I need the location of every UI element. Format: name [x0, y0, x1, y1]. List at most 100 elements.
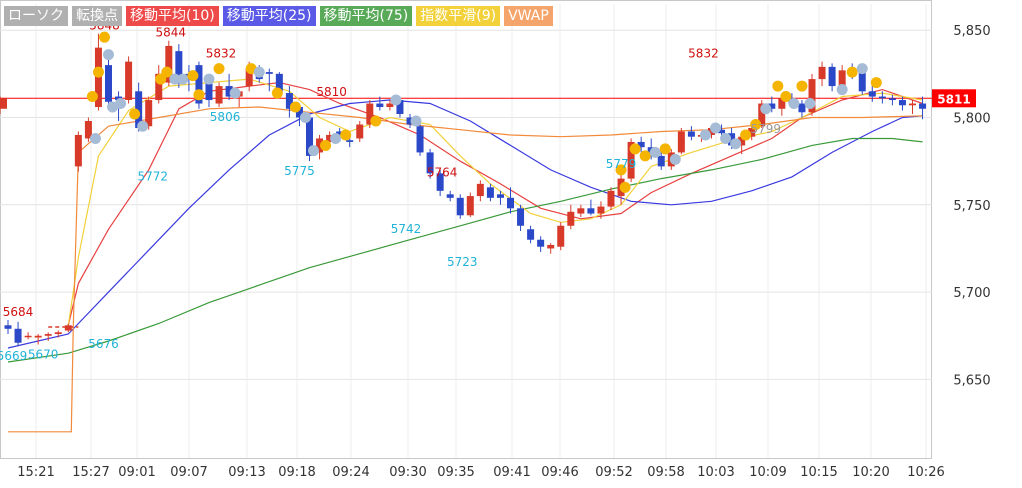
- candle-body: [24, 335, 32, 338]
- candle-body: [919, 103, 927, 109]
- candle-body: [898, 100, 906, 106]
- pivot-marker: [740, 129, 752, 141]
- price-annotation: 5742: [391, 222, 422, 236]
- pivot-marker: [730, 138, 742, 150]
- candle-body: [677, 131, 685, 153]
- pivot-marker: [370, 115, 382, 127]
- x-tick-label: 10:15: [800, 465, 837, 480]
- candle-body: [195, 65, 203, 104]
- candle-body: [436, 173, 444, 191]
- candle-body: [74, 134, 82, 167]
- x-tick-label: 09:52: [595, 465, 632, 480]
- candle-body: [4, 325, 12, 329]
- pivot-marker: [86, 91, 98, 103]
- candle-body: [748, 127, 756, 137]
- pivot-marker: [390, 94, 402, 106]
- chart-legend: ローソク 転換点 移動平均(10) 移動平均(25) 移動平均(75) 指数平滑(9) VW…: [4, 6, 553, 26]
- candle-body: [366, 103, 374, 125]
- pivot-marker: [856, 63, 868, 75]
- pivot-marker: [187, 70, 199, 82]
- candle-body: [687, 131, 695, 137]
- price-annotation: 5832: [206, 47, 237, 61]
- x-tick-label: 09:24: [332, 465, 369, 480]
- candle-body: [295, 107, 303, 118]
- candle-body: [888, 98, 896, 101]
- candle-body: [627, 141, 635, 179]
- pivot-marker: [177, 73, 189, 85]
- pivot-marker: [846, 66, 858, 78]
- y-tick-label: 5,650: [953, 373, 990, 388]
- candle-body: [476, 183, 484, 197]
- candle-body: [868, 91, 876, 97]
- current-price-label: 5811: [937, 92, 970, 106]
- candle-body: [496, 194, 504, 198]
- pivot-marker: [115, 98, 127, 110]
- series-line: [7, 99, 923, 349]
- pivot-marker: [659, 143, 671, 155]
- legend-item[interactable]: 移動平均(75): [319, 6, 413, 26]
- candle-body: [818, 66, 826, 80]
- legend-item[interactable]: 転換点: [72, 6, 122, 26]
- legend-item[interactable]: 移動平均(25): [222, 6, 316, 26]
- x-tick-label: 09:35: [437, 465, 474, 480]
- pivot-marker: [870, 77, 882, 89]
- price-annotation: 5799: [750, 122, 781, 136]
- pivot-marker: [780, 91, 792, 103]
- candle-body: [64, 325, 72, 331]
- pivot-marker: [308, 145, 320, 157]
- pivot-marker: [193, 89, 205, 101]
- x-tick-label: 10:09: [749, 465, 786, 480]
- price-annotation: 5844: [156, 26, 187, 40]
- pivot-marker: [320, 139, 332, 151]
- candle-body: [316, 138, 324, 153]
- candle-body: [507, 197, 514, 209]
- candle-body: [808, 79, 816, 113]
- candle-body: [547, 244, 555, 249]
- candle-body: [326, 134, 334, 142]
- x-tick-label: 10:20: [852, 465, 889, 480]
- current-price-badge: [932, 89, 976, 108]
- pivot-marker: [629, 143, 641, 155]
- candle-body: [14, 328, 22, 343]
- pivot-marker: [161, 66, 173, 78]
- candle-body: [858, 72, 866, 92]
- price-annotation: 5764: [427, 165, 458, 179]
- x-tick-label: 09:58: [647, 465, 684, 480]
- pivot-marker: [103, 49, 114, 61]
- price-annotation: 5779: [606, 157, 637, 171]
- candle-body: [356, 124, 364, 139]
- legend-item[interactable]: VWAP: [504, 6, 553, 26]
- candle-body: [135, 91, 143, 128]
- pivot-marker: [836, 84, 848, 96]
- pivot-marker: [760, 103, 772, 115]
- candle-body: [34, 335, 42, 338]
- price-annotation: 5810: [316, 85, 347, 99]
- candle-body: [54, 332, 62, 335]
- series-line: [8, 106, 923, 433]
- candle-body: [738, 136, 746, 146]
- legend-item[interactable]: 指数平滑(9): [416, 6, 501, 26]
- pivot-marker: [720, 132, 732, 144]
- x-tick-label: 09:46: [541, 465, 578, 480]
- y-tick-label: 5,800: [953, 112, 990, 127]
- candle-body: [657, 155, 665, 167]
- candle-body: [416, 126, 424, 153]
- price-annotation: 5669: [0, 349, 27, 363]
- pivot-marker: [330, 132, 342, 144]
- x-tick-label: 15:27: [72, 465, 109, 480]
- candle-body: [275, 73, 283, 92]
- candle-body: [909, 103, 916, 106]
- pivot-marker: [710, 122, 722, 134]
- pivot-marker: [649, 146, 661, 158]
- pivot-marker: [410, 115, 422, 127]
- candle-body: [758, 103, 766, 127]
- candle-body: [225, 86, 233, 97]
- price-annotation: 5723: [447, 255, 478, 269]
- legend-item[interactable]: ローソク: [4, 6, 68, 26]
- pivot-marker: [169, 73, 181, 85]
- legend-item[interactable]: 移動平均(10): [126, 6, 219, 26]
- candle-body: [165, 45, 173, 83]
- price-annotation: 5676: [88, 337, 119, 351]
- pivot-marker: [253, 66, 265, 78]
- x-tick-label: 09:07: [170, 465, 207, 480]
